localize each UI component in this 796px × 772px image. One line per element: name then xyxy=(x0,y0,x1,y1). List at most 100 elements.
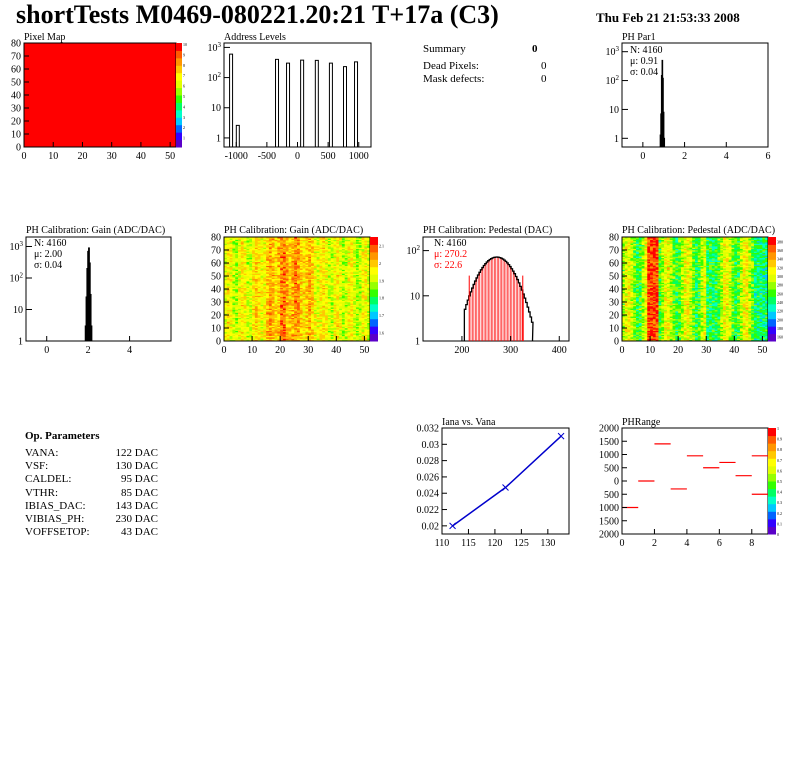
heatmap-cell xyxy=(339,283,343,286)
heatmap-cell xyxy=(350,238,354,240)
heatmap-cell xyxy=(336,285,340,287)
heatmap-cell xyxy=(271,300,275,303)
colorbar-cell xyxy=(176,124,182,133)
heatmap-cell xyxy=(254,260,258,262)
heatmap-cell xyxy=(238,292,242,295)
heatmap-cell xyxy=(344,287,348,290)
heatmap-cell xyxy=(630,318,634,321)
heatmap-cell xyxy=(327,279,331,282)
heatmap-cell xyxy=(627,292,631,295)
heatmap-cell xyxy=(257,256,261,259)
heatmap-cell xyxy=(260,313,264,316)
heatmap-cell xyxy=(243,270,247,273)
heatmap-cell xyxy=(344,322,348,325)
heatmap-cell xyxy=(288,268,292,270)
heatmap-cell xyxy=(336,240,340,243)
heatmap-cell xyxy=(347,330,351,333)
heatmap-cell xyxy=(364,326,368,329)
heatmap-cell xyxy=(344,326,348,329)
heatmap-cell xyxy=(232,333,236,335)
heatmap-cell xyxy=(291,320,295,322)
heatmap-cell xyxy=(358,307,362,309)
heatmap-cell xyxy=(358,243,362,246)
heatmap-cell xyxy=(367,338,371,340)
heatmap-cell xyxy=(291,334,295,337)
heatmap-cell xyxy=(361,328,365,330)
heatmap-cell xyxy=(339,287,343,290)
heatmap-cell xyxy=(271,304,275,307)
heatmap-cell xyxy=(285,264,289,266)
heatmap-cell xyxy=(294,326,298,329)
heatmap-cell xyxy=(263,251,267,253)
heatmap-cell xyxy=(297,248,301,251)
heatmap-cell xyxy=(330,285,334,287)
heatmap-cell xyxy=(316,308,320,311)
heatmap-cell xyxy=(263,259,267,261)
heatmap-cell xyxy=(336,255,340,257)
heatmap-cell xyxy=(249,252,253,255)
heatmap-cell xyxy=(288,296,292,299)
heatmap-cell xyxy=(266,253,270,256)
heatmap-cell xyxy=(299,295,303,298)
heatmap-cell xyxy=(240,287,244,290)
heatmap-cell xyxy=(316,307,320,309)
heatmap-cell xyxy=(280,338,284,340)
heatmap-cell xyxy=(305,246,309,248)
heatmap-cell xyxy=(240,322,244,325)
heatmap-cell xyxy=(285,334,289,337)
heatmap-cell xyxy=(294,307,298,309)
heatmap-cell xyxy=(627,237,631,239)
heatmap-cell xyxy=(263,318,267,321)
heatmap-cell xyxy=(263,263,267,265)
heatmap-cell xyxy=(367,243,371,246)
heatmap-cell xyxy=(299,247,303,249)
heatmap-cell xyxy=(364,261,368,264)
heatmap-cell xyxy=(238,308,242,311)
heatmap-cell xyxy=(330,291,334,294)
heatmap-cell xyxy=(347,308,351,311)
heatmap-cell xyxy=(339,295,343,298)
colorbar-cell xyxy=(370,281,378,290)
heatmap-cell xyxy=(327,246,331,248)
heatmap-cell xyxy=(624,290,628,292)
heatmap-cell xyxy=(624,315,628,317)
heatmap-cell xyxy=(316,309,320,312)
heatmap-cell xyxy=(624,335,628,338)
heatmap-cell xyxy=(268,237,273,239)
heatmap-cell xyxy=(243,240,247,243)
heatmap-cell xyxy=(302,290,306,292)
heatmap-cell xyxy=(291,283,295,286)
heatmap-cell xyxy=(347,329,351,331)
heatmap-cell xyxy=(285,313,289,316)
heatmap-cell xyxy=(313,294,317,296)
heatmap-cell xyxy=(285,292,289,295)
heatmap-cell xyxy=(336,295,340,298)
heatmap-cell xyxy=(249,259,253,261)
stats-n: N: 4160 xyxy=(434,238,467,249)
heatmap-cell xyxy=(350,239,354,242)
heatmap-cell xyxy=(624,277,628,279)
heatmap-cell xyxy=(299,325,303,327)
heatmap-cell xyxy=(322,256,326,259)
heatmap-cell xyxy=(333,295,337,298)
heatmap-cell xyxy=(336,287,340,290)
heatmap-cell xyxy=(268,317,273,320)
heatmap-cell xyxy=(277,315,281,317)
heatmap-cell xyxy=(322,257,326,260)
heatmap-cell xyxy=(238,260,242,262)
heatmap-cell xyxy=(224,305,228,308)
heatmap-cell xyxy=(313,325,317,327)
heatmap-cell xyxy=(336,251,340,253)
heatmap-cell xyxy=(260,240,264,243)
heatmap-cell xyxy=(305,338,309,340)
heatmap-cell xyxy=(257,259,261,261)
heatmap-cell xyxy=(282,290,287,292)
heatmap-cell xyxy=(353,333,357,335)
heatmap-cell xyxy=(254,285,258,287)
heatmap-cell xyxy=(339,279,343,282)
heatmap-cell xyxy=(624,304,628,307)
heatmap-cell xyxy=(622,331,626,334)
heatmap-cell xyxy=(302,309,306,312)
heatmap-cell xyxy=(235,255,239,257)
heatmap-cell xyxy=(341,324,346,326)
